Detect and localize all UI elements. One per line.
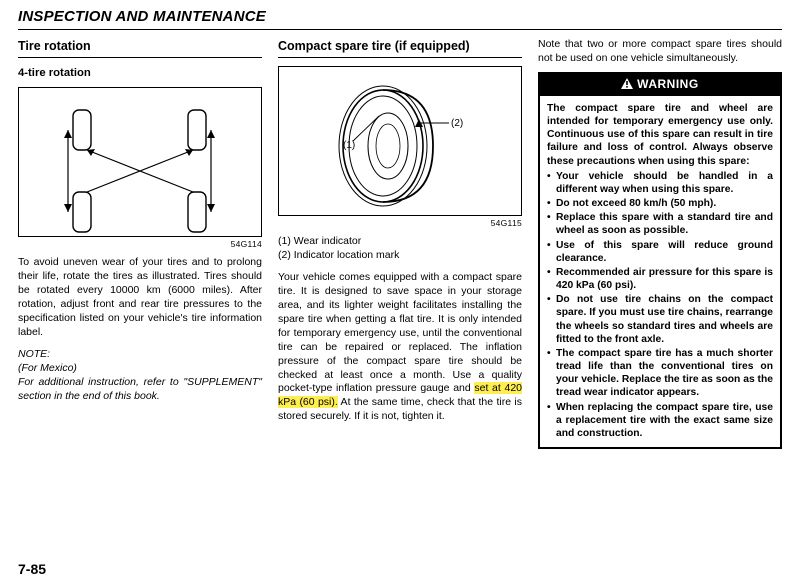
spare-tire-body: Your vehicle comes equipped with a compa…	[278, 271, 522, 424]
warning-item: Use of this spare will reduce ground cle…	[547, 239, 773, 265]
warning-label: WARNING	[637, 77, 699, 91]
tire-rotation-body: To avoid uneven wear of your tires and t…	[18, 256, 262, 340]
warning-header: WARNING	[540, 74, 780, 96]
figure-tire-rotation	[18, 87, 262, 237]
note-label: NOTE:	[18, 348, 262, 362]
section-title-compact-spare: Compact spare tire (if equipped)	[278, 38, 522, 55]
warning-body: The compact spare tire and wheel are int…	[540, 96, 780, 447]
page-title: INSPECTION AND MAINTENANCE	[18, 8, 782, 25]
column-2: Compact spare tire (if equipped)	[278, 38, 522, 449]
note-sub: (For Mexico)	[18, 362, 262, 376]
legend-1: (1) Wear indicator	[278, 235, 522, 249]
top-note: Note that two or more compact spare tire…	[538, 38, 782, 66]
legend: (1) Wear indicator (2) Indicator locatio…	[278, 235, 522, 263]
warning-item: Your vehicle should be handled in a diff…	[547, 170, 773, 196]
warning-list: Your vehicle should be handled in a diff…	[547, 170, 773, 440]
callout-1-label: (1)	[343, 140, 355, 151]
title-underline	[18, 29, 782, 30]
section-underline-2	[278, 57, 522, 58]
legend-2: (2) Indicator location mark	[278, 249, 522, 263]
page-number: 7-85	[18, 561, 46, 577]
figure-spare-tire: (1) (2)	[278, 66, 522, 216]
warning-item: Do not use tire chains on the compact sp…	[547, 293, 773, 346]
warning-item: Recommended air pressure for this spare …	[547, 266, 773, 292]
figure-code-2: 54G115	[278, 218, 522, 229]
columns: Tire rotation 4-tire rotation	[18, 38, 782, 449]
tire-rotation-svg	[23, 92, 257, 234]
note-body: For additional instruction, refer to "SU…	[18, 376, 262, 404]
warning-item: When replacing the compact spare tire, u…	[547, 401, 773, 441]
body-pre: Your vehicle comes equipped with a compa…	[278, 271, 522, 395]
section-underline-1	[18, 57, 262, 58]
column-3: Note that two or more compact spare tire…	[538, 38, 782, 449]
callout-2-label: (2)	[451, 118, 463, 129]
sub-title-4-tire: 4-tire rotation	[18, 66, 262, 81]
section-title-tire-rotation: Tire rotation	[18, 38, 262, 55]
warning-item: Do not exceed 80 km/h (50 mph).	[547, 197, 773, 210]
warning-item: The compact spare tire has a much shorte…	[547, 347, 773, 400]
warning-box: WARNING The compact spare tire and wheel…	[538, 72, 782, 449]
figure-code-1: 54G114	[18, 239, 262, 250]
column-1: Tire rotation 4-tire rotation	[18, 38, 262, 449]
spare-tire-svg: (1) (2)	[283, 71, 517, 213]
warning-item: Replace this spare with a standard tire …	[547, 211, 773, 237]
warning-icon	[621, 78, 633, 89]
warning-intro: The compact spare tire and wheel are int…	[547, 102, 773, 168]
